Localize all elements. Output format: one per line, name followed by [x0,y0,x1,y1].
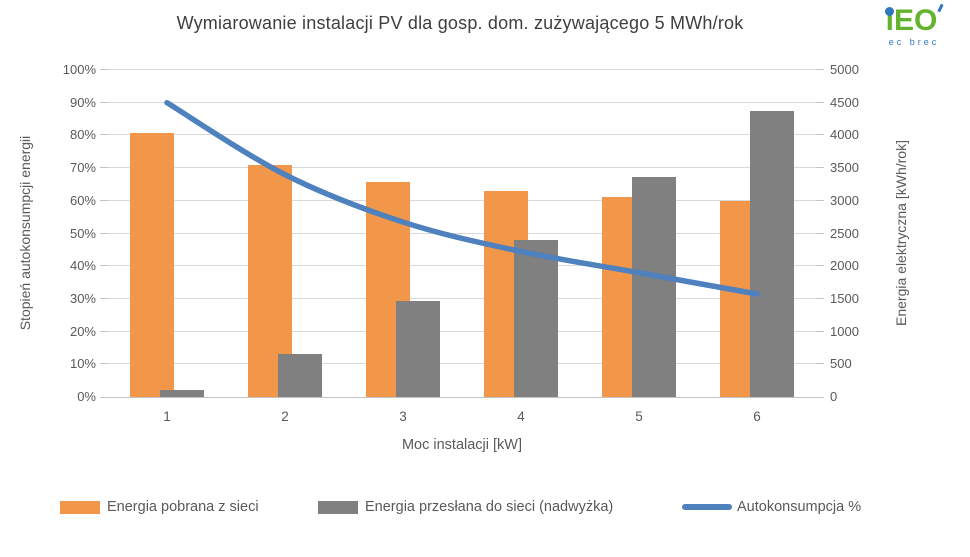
left-axis-tick [100,167,108,169]
legend-label: Energia przesłana do sieci (nadwyżka) [365,499,614,515]
y-axis-tick-label-right: 2500 [830,225,859,241]
bar-energia-przeslana-do-sieci [278,353,322,397]
bar-energia-przeslana-do-sieci [396,301,440,397]
plot-area [100,69,824,398]
right-axis-tick [816,297,824,299]
y-axis-tick-label-left: 10% [69,356,96,372]
legend-label: Autokonsumpcja % [737,499,862,515]
gridline [108,101,816,103]
x-axis-tick-label: 6 [753,409,761,424]
y-axis-tick-label-right: 1500 [830,290,859,306]
legend-label: Energia pobrana z sieci [107,499,259,515]
y-axis-tick-label-left: 50% [69,225,96,241]
logo-letters-eo: EO [893,4,938,37]
legend-item-energia-pobrana: Energia pobrana z sieci [60,496,259,518]
bar-energia-pobrana-z-sieci [130,133,174,397]
y-axis-tick-label-right: 5000 [830,62,859,77]
gridline [108,134,816,136]
y-axis-tick-label-left: 20% [69,323,96,339]
right-axis-tick [816,101,824,103]
right-axis-tick [816,69,824,70]
left-axis-tick [100,232,108,234]
right-axis-tick [816,167,824,169]
left-axis-tick [100,69,108,70]
ieo-logo-word: iEO [872,3,956,37]
logo-letter-i: i [884,4,894,37]
right-axis-tick [816,265,824,267]
y-axis-tick-label-left: 40% [69,258,96,274]
right-axis-tick [816,232,824,234]
x-axis-tick-label: 3 [399,409,407,424]
left-axis-tick [100,330,108,332]
bar-energia-przeslana-do-sieci [750,111,794,397]
bar-energia-przeslana-do-sieci [160,390,204,397]
gridline [108,69,816,70]
y-axis-tick-label-right: 500 [830,356,852,372]
legend-swatch-blue-line [682,504,732,510]
x-axis-tick-label: 1 [163,409,171,424]
chart-title: Wymiarowanie instalacji PV dla gosp. dom… [176,13,744,33]
y-axis-tick-label-right: 1000 [830,323,859,339]
gridline [108,232,816,234]
right-axis-tick [816,134,824,136]
right-axis-tick [816,330,824,332]
x-axis-tick-label: 5 [635,409,643,424]
x-axis-title: Moc instalacji [kW] [401,437,523,453]
y-axis-tick-label-right: 3000 [830,192,859,208]
y-axis-tick-label-left: 0% [77,389,96,404]
gridline [108,265,816,267]
y-axis-tick-label-left: 100% [62,62,96,77]
y-axis-tick-label-left: 60% [69,192,96,208]
gridline [108,199,816,201]
right-axis-title: Energia elektryczna [kWh/rok] [893,140,909,326]
y-axis-tick-label-right: 4500 [830,94,859,110]
y-axis-tick-label-left: 70% [69,160,96,176]
y-axis-tick-label-right: 4000 [830,127,859,143]
x-axis-tick-label: 2 [281,409,289,424]
gridline [108,167,816,169]
left-axis-title: Stopień autokonsumpcji energii [17,135,33,331]
left-axis-tick [100,265,108,267]
left-axis-tick [100,397,108,398]
autokonsumpcja-line [164,99,760,297]
bar-energia-przeslana-do-sieci [514,240,558,397]
right-axis-tick [816,199,824,201]
gridline [108,330,816,332]
y-axis-tick-label-left: 90% [69,94,96,110]
right-axis-tick [816,363,824,365]
ieo-logo-subtext: ec brec [888,37,940,47]
legend-swatch-orange [60,500,100,514]
gridline [108,297,816,299]
legend-item-autokonsumpcja: Autokonsumpcja % [682,496,861,518]
y-axis-tick-label-left: 80% [69,127,96,143]
y-axis-tick-label-right: 0 [830,389,838,404]
left-axis-tick [100,134,108,136]
y-axis-tick-label-right: 2000 [830,258,859,274]
x-axis-line [108,397,816,398]
left-axis-tick [100,363,108,365]
y-axis-tick-label-right: 3500 [830,160,859,176]
legend-swatch-gray [318,500,358,514]
x-axis-tick-label: 4 [517,409,525,424]
left-axis-tick [100,199,108,201]
logo-apostrophe-icon [937,3,944,13]
logo-i-dot-icon [884,7,894,16]
left-axis-tick [100,101,108,103]
left-axis-tick [100,297,108,299]
ieo-logo: iEO ec brec [872,3,956,47]
y-axis-tick-label-left: 30% [69,290,96,306]
right-axis-tick [816,397,824,398]
legend-item-energia-przeslana: Energia przesłana do sieci (nadwyżka) [318,496,613,518]
gridline [108,363,816,365]
bar-energia-przeslana-do-sieci [632,176,676,397]
